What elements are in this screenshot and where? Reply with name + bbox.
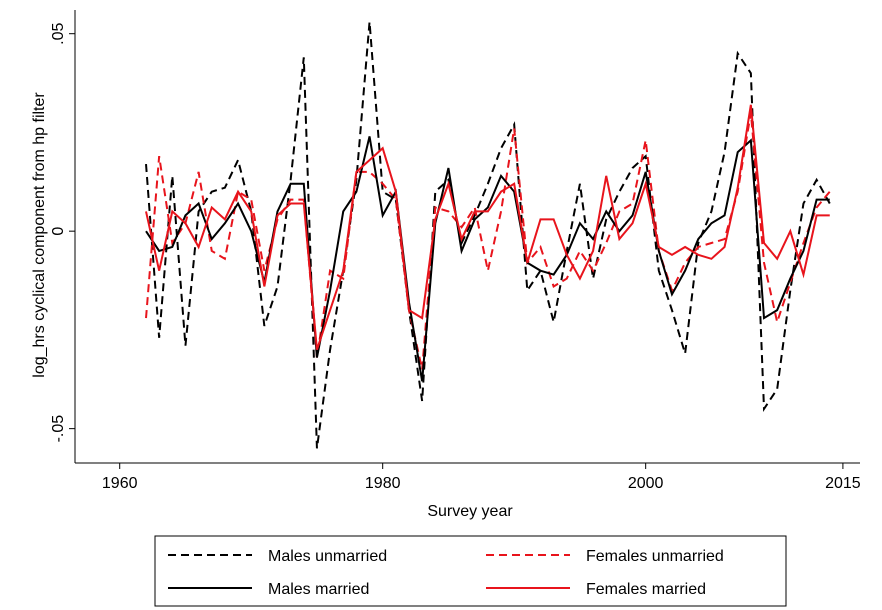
y-tick-label: -.05	[50, 415, 67, 443]
series-line	[145, 104, 830, 350]
series-line	[145, 112, 831, 370]
legend-label: Females unmarried	[586, 548, 724, 565]
x-tick-label: 1980	[365, 475, 401, 492]
x-axis-label: Survey year	[427, 503, 513, 520]
x-tick-label: 1960	[102, 475, 138, 492]
y-axis-label: log_hrs cyclical component from hp filte…	[31, 92, 48, 378]
x-tick-label: 2000	[628, 475, 664, 492]
y-tick-label: 0	[50, 227, 67, 236]
x-tick-label: 2015	[825, 475, 861, 492]
series-line	[145, 136, 830, 382]
series-line	[145, 21, 831, 449]
legend-label: Males unmarried	[268, 548, 387, 565]
legend-label: Males married	[268, 581, 369, 598]
legend-box	[154, 535, 787, 607]
y-tick-label: .05	[50, 22, 67, 44]
legend-label: Females married	[586, 581, 706, 598]
